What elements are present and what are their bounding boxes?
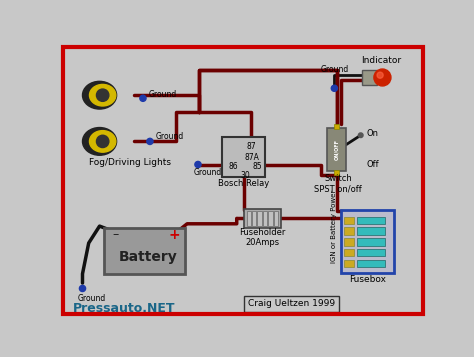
FancyBboxPatch shape <box>344 227 354 235</box>
Text: Ground: Ground <box>193 169 221 177</box>
Circle shape <box>96 89 109 101</box>
Ellipse shape <box>90 131 116 152</box>
Text: Fuseholder
20Amps: Fuseholder 20Amps <box>239 228 285 247</box>
Text: Battery: Battery <box>119 250 178 264</box>
Ellipse shape <box>82 81 117 109</box>
FancyBboxPatch shape <box>341 210 394 273</box>
Text: 30: 30 <box>240 171 250 180</box>
Text: Fusebox: Fusebox <box>349 276 386 285</box>
Text: Ground: Ground <box>78 294 106 303</box>
Circle shape <box>96 135 109 147</box>
FancyBboxPatch shape <box>334 124 339 129</box>
FancyBboxPatch shape <box>268 211 273 226</box>
FancyBboxPatch shape <box>328 127 346 171</box>
Text: IGN or Battery Power: IGN or Battery Power <box>331 190 337 263</box>
Circle shape <box>195 161 201 167</box>
Text: Ground: Ground <box>320 65 348 74</box>
Circle shape <box>80 285 86 292</box>
Text: ON/OFF: ON/OFF <box>334 139 339 160</box>
FancyBboxPatch shape <box>244 209 281 228</box>
FancyBboxPatch shape <box>222 137 265 177</box>
FancyBboxPatch shape <box>356 217 385 224</box>
Text: Craig Ueltzen 1999: Craig Ueltzen 1999 <box>248 300 335 308</box>
FancyBboxPatch shape <box>263 211 267 226</box>
FancyBboxPatch shape <box>344 249 354 256</box>
FancyBboxPatch shape <box>252 211 256 226</box>
Circle shape <box>358 133 363 137</box>
Text: Switch
SPST on/off: Switch SPST on/off <box>314 174 362 193</box>
Text: Indicator: Indicator <box>361 56 401 65</box>
FancyBboxPatch shape <box>104 228 185 274</box>
FancyBboxPatch shape <box>344 238 354 246</box>
Text: Bosch Relay: Bosch Relay <box>218 179 269 188</box>
FancyBboxPatch shape <box>362 70 377 85</box>
Text: On: On <box>367 129 379 138</box>
FancyBboxPatch shape <box>273 211 278 226</box>
Text: 85: 85 <box>253 161 263 171</box>
FancyBboxPatch shape <box>356 238 385 246</box>
Circle shape <box>331 85 337 91</box>
FancyBboxPatch shape <box>344 217 354 224</box>
Ellipse shape <box>90 84 116 106</box>
Ellipse shape <box>82 127 117 155</box>
FancyBboxPatch shape <box>334 170 339 175</box>
Text: Off: Off <box>367 160 380 169</box>
Text: Pressauto.NET: Pressauto.NET <box>73 302 176 315</box>
FancyBboxPatch shape <box>257 211 262 226</box>
Text: Ground: Ground <box>155 132 183 141</box>
Circle shape <box>140 95 146 101</box>
Text: 87: 87 <box>246 141 256 151</box>
FancyBboxPatch shape <box>344 260 354 267</box>
Circle shape <box>374 69 391 86</box>
FancyBboxPatch shape <box>246 211 251 226</box>
FancyBboxPatch shape <box>356 260 385 267</box>
Text: +: + <box>168 227 180 242</box>
Circle shape <box>147 138 153 145</box>
Circle shape <box>377 72 383 78</box>
FancyBboxPatch shape <box>356 227 385 235</box>
Text: Ground: Ground <box>148 90 177 99</box>
FancyBboxPatch shape <box>356 249 385 256</box>
Text: –: – <box>112 228 118 241</box>
Text: Fog/Driving Lights: Fog/Driving Lights <box>89 158 171 167</box>
Text: 86: 86 <box>228 161 237 171</box>
Text: 87A: 87A <box>244 153 259 162</box>
